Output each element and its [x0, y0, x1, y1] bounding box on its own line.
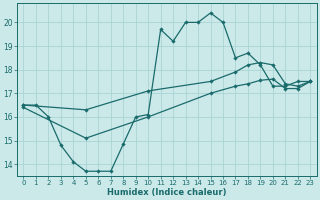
X-axis label: Humidex (Indice chaleur): Humidex (Indice chaleur)	[107, 188, 227, 197]
